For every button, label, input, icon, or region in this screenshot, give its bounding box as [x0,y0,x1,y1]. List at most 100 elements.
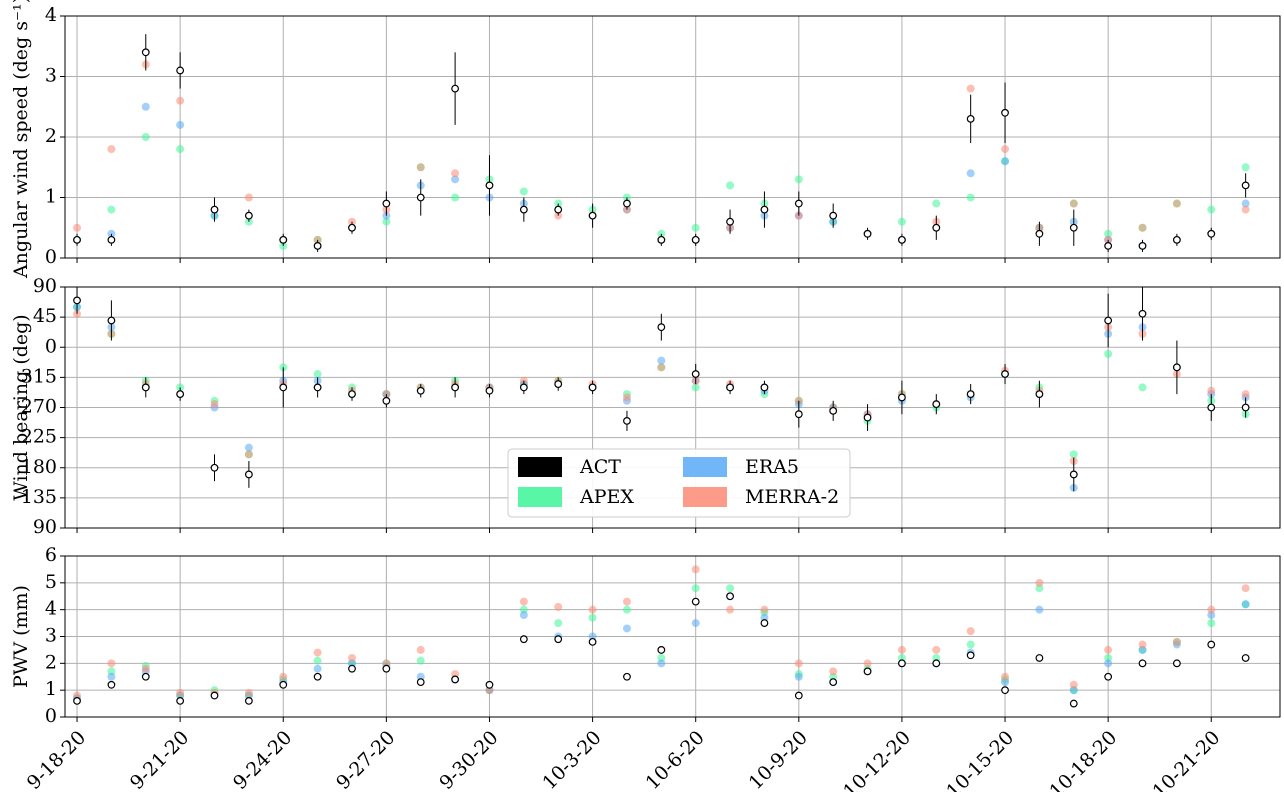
data-point [726,217,734,226]
data-point [1035,654,1044,662]
data-point [382,664,391,673]
data-point [348,664,356,673]
data-point [726,592,734,601]
data-point [863,659,872,668]
data-point [382,217,391,226]
data-point [691,235,700,244]
legend-swatch [683,457,727,477]
data-point [726,584,735,593]
data-point [141,102,150,111]
data-point [519,611,528,620]
data-point [1104,645,1113,654]
data-point [554,619,563,628]
data-point [1241,584,1250,593]
data-point [829,406,838,415]
data-point [1104,241,1113,250]
data-point [1104,316,1113,325]
legend-swatch [683,487,727,507]
data-point [657,646,666,654]
plot-frame [64,15,1281,259]
data-point [416,645,425,654]
x-tick-label: 9-27-20 [332,727,399,792]
y-tick-label: 45 [33,305,57,327]
data-point [313,241,322,250]
data-point [794,672,803,681]
data-point [829,678,838,687]
data-point [416,678,425,687]
data-point [1035,605,1044,614]
data-point [348,390,356,399]
data-point [691,565,700,574]
data-point [588,632,597,641]
data-point [863,413,872,422]
data-point [107,680,116,689]
plot-frame [64,555,1281,718]
data-point [141,133,150,141]
data-point [451,670,460,679]
data-point [313,672,322,681]
data-point [1207,205,1216,214]
data-point [691,619,700,628]
data-point [382,396,391,405]
data-point [932,400,941,409]
data-point [176,697,185,705]
data-point [244,443,253,452]
data-point [1035,578,1044,587]
data-point [210,400,219,409]
data-point [932,645,941,654]
data-point [1069,470,1078,479]
data-point [279,672,288,681]
points [73,34,1250,252]
data-point [1172,659,1181,668]
y-tick-label: 4 [45,598,57,620]
data-point [760,383,769,392]
data-point [726,605,735,614]
data-point [1069,680,1078,689]
y-tick-label: 225 [21,426,57,448]
data-point [1241,181,1250,190]
y-tick-label: 1 [45,186,57,208]
data-point [1241,205,1250,214]
x-tick-label: 10-9-20 [745,727,812,792]
data-point [623,416,631,425]
data-point [485,181,494,190]
data-point [141,664,150,673]
x-tick-label: 10-6-20 [641,727,708,792]
y-tick-label: 90 [33,516,57,538]
data-point [519,205,528,214]
data-point [1069,699,1078,708]
data-point [73,235,81,244]
data-point [244,193,253,202]
data-point [141,48,150,57]
data-point [1104,672,1113,681]
data-point [622,624,631,633]
data-point [1172,637,1181,646]
data-point [794,199,803,208]
data-point [657,356,666,365]
data-point [1001,370,1009,378]
data-point [313,383,322,392]
data-point [554,205,563,214]
y-tick-label: 90 [33,275,57,297]
data-point [141,383,150,392]
x-tick-label: 9-24-20 [229,727,296,792]
data-point [176,66,185,75]
points [73,287,1250,492]
y-tick-label: 6 [45,544,57,566]
y-tick-label: 135 [21,486,57,508]
data-point [1138,383,1147,392]
data-point [622,605,631,614]
data-point [73,296,81,305]
panel: 9-18-20 9-21-20 9-24-20 9-27-20 9-30-20 10-3-… [10,544,1281,792]
data-point [1207,403,1216,412]
data-point [451,675,460,684]
data-point [210,691,219,700]
data-point [691,584,700,593]
data-point [1138,309,1147,318]
data-point [244,211,253,220]
data-point [382,199,391,208]
x-tick-label: 9-21-20 [126,727,193,792]
data-point [519,187,528,196]
data-point [451,84,460,93]
data-point [107,205,116,214]
